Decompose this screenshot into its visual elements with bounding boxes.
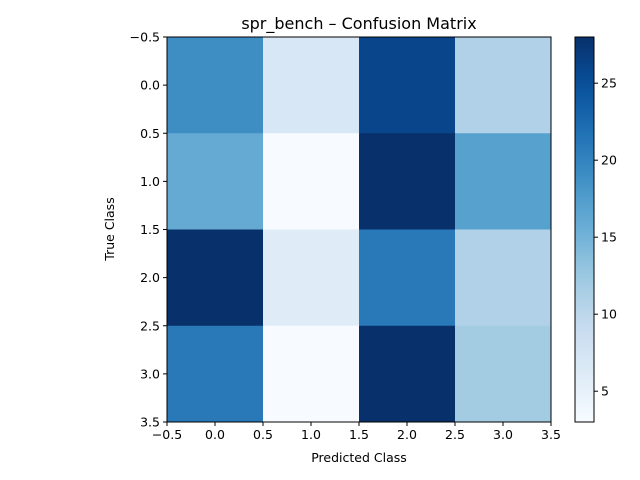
y-tick-label: 2.5: [140, 318, 160, 333]
y-tick-label: 3.0: [140, 366, 160, 381]
heatmap-cell-r0-c1: [263, 37, 360, 134]
heatmap-cell-r2-c3: [455, 229, 552, 327]
colorbar-tick-label: 5: [601, 384, 609, 399]
y-tick-label: −0.5: [130, 30, 160, 45]
heatmap-cell-r3-c1: [263, 325, 360, 423]
colorbar: [574, 36, 595, 423]
colorbar-tick-label: 20: [601, 153, 617, 168]
heatmap-cell-r0-c3: [455, 37, 552, 134]
x-tick-label: 1.0: [301, 427, 321, 442]
x-axis: −0.5 0.0 0.5 1.0 1.5 2.0 2.5 3.0 3.5: [152, 422, 561, 442]
x-tick-label: 2.5: [445, 427, 465, 442]
x-tick-label: 3.0: [493, 427, 513, 442]
heatmap-cell-r1-c1: [263, 133, 360, 230]
heatmap-cells: [167, 37, 552, 423]
y-tick-label: 1.0: [140, 174, 160, 189]
x-tick-label: 3.5: [541, 427, 561, 442]
heatmap-cell-r3-c3: [455, 325, 552, 423]
x-tick-label: 0.0: [205, 427, 225, 442]
y-tick-label: 2.0: [140, 270, 160, 285]
chart-title: spr_bench – Confusion Matrix: [241, 14, 476, 34]
heatmap-cell-r0-c2: [359, 37, 456, 134]
y-axis-label: True Class: [102, 197, 117, 261]
y-axis: −0.5 0.0 0.5 1.0 1.5 2.0 2.5 3.0 3.5: [130, 30, 167, 430]
heatmap-cell-r2-c0: [167, 229, 264, 327]
x-tick-label: 0.5: [253, 427, 273, 442]
heatmap-cell-r2-c2: [359, 229, 456, 327]
heatmap-cell-r1-c3: [455, 133, 552, 230]
colorbar-tick-label: 25: [601, 76, 617, 91]
heatmap-cell-r0-c0: [167, 37, 264, 134]
x-tick-label: 1.5: [349, 427, 369, 442]
colorbar-axis: 5 10 15 20 25: [594, 76, 617, 399]
colorbar-tick-label: 15: [601, 230, 617, 245]
heatmap-cell-r2-c1: [263, 229, 360, 327]
x-tick-label: 2.0: [397, 427, 417, 442]
heatmap-cell-r3-c0: [167, 325, 264, 423]
heatmap-cell-r3-c2: [359, 325, 456, 423]
colorbar-tick-label: 10: [601, 307, 617, 322]
x-axis-label: Predicted Class: [311, 450, 407, 465]
heatmap-cell-r1-c0: [167, 133, 264, 230]
y-tick-label: 1.5: [140, 222, 160, 237]
x-tick-label: −0.5: [152, 427, 182, 442]
y-tick-label: 3.5: [140, 415, 160, 430]
heatmap-cell-r1-c2: [359, 133, 456, 230]
y-tick-label: 0.0: [140, 78, 160, 93]
y-tick-label: 0.5: [140, 126, 160, 141]
